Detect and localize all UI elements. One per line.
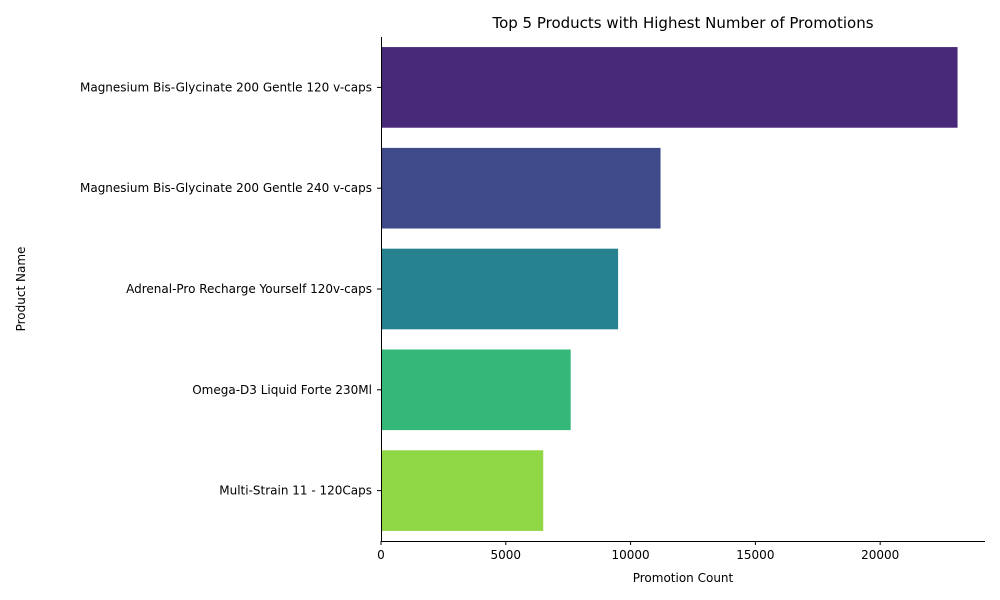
x-tick-label: 10000 <box>611 548 649 562</box>
bar-4 <box>381 349 571 431</box>
x-tick-label: 15000 <box>736 548 774 562</box>
x-tick-label: 0 <box>377 548 385 562</box>
bar-2 <box>381 147 661 229</box>
bars-group <box>381 47 958 531</box>
x-axis-ticks: 0 5000 10000 15000 20000 <box>377 541 899 562</box>
y-tick-label: Multi-Strain 11 - 120Caps <box>219 484 372 498</box>
x-tick-label: 20000 <box>861 548 899 562</box>
bar-3 <box>381 248 619 330</box>
y-tick-label: Adrenal-Pro Recharge Yourself 120v-caps <box>126 282 372 296</box>
y-axis-ticks: Magnesium Bis-Glycinate 200 Gentle 120 v… <box>80 80 381 498</box>
chart-title: Top 5 Products with Highest Number of Pr… <box>491 14 873 32</box>
y-tick-label: Magnesium Bis-Glycinate 200 Gentle 240 v… <box>80 181 372 195</box>
x-axis-label: Promotion Count <box>633 571 734 585</box>
y-tick-label: Omega-D3 Liquid Forte 230Ml <box>192 383 372 397</box>
y-axis-label: Product Name <box>14 247 28 332</box>
y-tick-label: Magnesium Bis-Glycinate 200 Gentle 120 v… <box>80 80 372 94</box>
bar-5 <box>381 450 544 531</box>
bar-1 <box>381 47 958 128</box>
x-tick-label: 5000 <box>491 548 522 562</box>
